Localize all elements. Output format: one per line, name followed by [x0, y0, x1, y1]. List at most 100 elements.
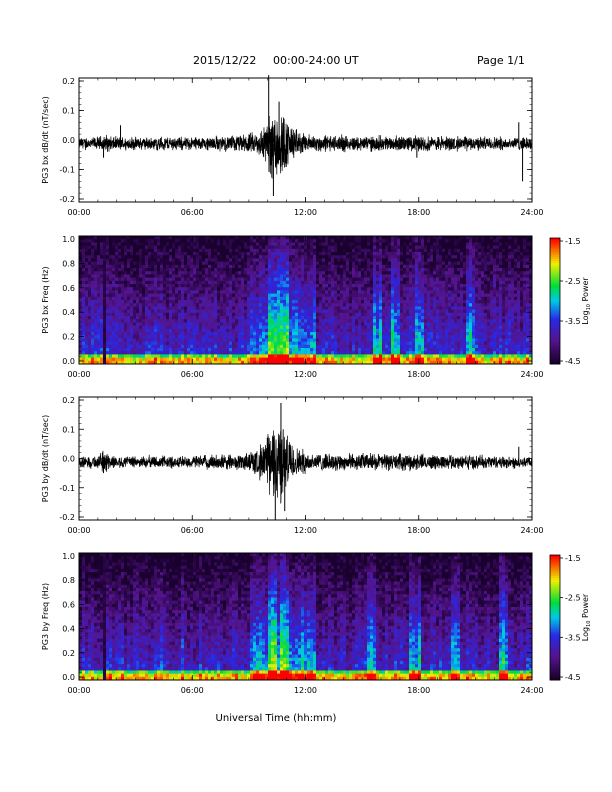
spectrogram-cell	[367, 357, 371, 362]
spectrogram-cell	[430, 335, 434, 339]
spectrogram-cell	[265, 328, 269, 333]
spectrogram-cell	[280, 252, 284, 256]
spectrogram-cell	[409, 338, 413, 342]
spectrogram-cell	[298, 242, 302, 246]
spectrogram-cell	[214, 351, 218, 355]
spectrogram-cell	[361, 338, 365, 342]
spectrogram-cell	[151, 248, 155, 253]
spectrogram-cell	[280, 303, 284, 307]
spectrogram-cell	[301, 335, 305, 339]
spectrogram-cell	[328, 351, 332, 355]
spectrogram-cell	[85, 258, 89, 262]
spectrogram-cell	[181, 280, 185, 285]
spectrogram-cell	[91, 316, 95, 320]
spectrogram-cell	[442, 255, 446, 259]
spectrogram-cell	[205, 354, 209, 358]
spectrogram-cell	[175, 274, 179, 278]
spectrogram-cell	[352, 271, 356, 275]
spectrogram-cell	[220, 255, 224, 259]
spectrogram-cell	[178, 239, 182, 243]
spectrogram-cell	[157, 354, 161, 358]
spectrogram-cell	[160, 284, 164, 288]
spectrogram-cell	[424, 360, 428, 365]
spectrogram-cell	[274, 236, 278, 240]
spectrogram-cell	[292, 271, 296, 275]
spectrogram-cell	[112, 344, 116, 349]
spectrogram-cell	[142, 264, 146, 269]
spectrogram-cell	[388, 264, 392, 269]
spectrogram-cell	[259, 248, 263, 253]
spectrogram-cell	[274, 274, 278, 278]
spectrogram-cell	[85, 277, 89, 282]
spectrogram-cell	[232, 351, 236, 355]
spectrogram-cell	[244, 325, 248, 330]
spectrogram-cell	[280, 335, 284, 339]
spectrogram-cell	[142, 338, 146, 342]
spectrogram-cell	[436, 264, 440, 269]
spectrogram-cell	[136, 309, 140, 314]
spectrogram-cell	[256, 312, 260, 317]
spectrogram-cell	[184, 316, 188, 320]
spectrogram-cell	[271, 351, 275, 355]
spectrogram-cell	[259, 236, 263, 240]
spectrogram-cell	[262, 354, 266, 358]
spectrogram-cell	[88, 280, 92, 285]
spectrogram-cell	[301, 245, 305, 250]
spectrogram-cell	[409, 335, 413, 339]
spectrogram-cell	[328, 271, 332, 275]
spectrogram-cell	[136, 351, 140, 355]
spectrogram-cell	[379, 248, 383, 253]
spectrogram-cell	[220, 325, 224, 330]
spectrogram-cell	[298, 255, 302, 259]
spectrogram-cell	[166, 274, 170, 278]
spectrogram-cell	[184, 258, 188, 262]
spectrogram-cell	[208, 255, 212, 259]
spectrogram-cell	[343, 287, 347, 291]
spectrogram-cell	[178, 335, 182, 339]
spectrogram-cell	[418, 316, 422, 320]
spectrogram-cell	[367, 271, 371, 275]
spectrogram-cell	[112, 335, 116, 339]
spectrogram-cell	[274, 348, 278, 352]
spectrogram-cell	[118, 354, 122, 358]
spectrogram-cell	[304, 277, 308, 282]
spectrogram-cell	[268, 264, 272, 269]
spectrogram-cell	[331, 300, 335, 304]
spectrogram-cell	[172, 248, 176, 253]
spectrogram-cell	[139, 268, 143, 272]
spectrogram-cell	[307, 255, 311, 259]
spectrogram-cell	[241, 252, 245, 256]
spectrogram-cell	[346, 274, 350, 278]
spectrogram-cell	[94, 296, 98, 301]
spectrogram-cell	[253, 325, 257, 330]
spectrogram-cell	[142, 284, 146, 288]
spectrogram-cell	[100, 245, 104, 250]
spectrogram-cell	[364, 268, 368, 272]
spectrogram-cell	[244, 303, 248, 307]
spectrogram-cell	[145, 325, 149, 330]
spectrogram-cell	[97, 296, 101, 301]
spectrogram-cell	[148, 332, 152, 336]
spectrogram-cell	[124, 303, 128, 307]
spectrogram-cell	[94, 325, 98, 330]
spectrogram-cell	[328, 328, 332, 333]
spectrogram-cell	[259, 360, 263, 365]
spectrogram-cell	[169, 293, 173, 298]
spectrogram-cell	[319, 236, 323, 240]
spectrogram-cell	[382, 351, 386, 355]
spectrogram-cell	[85, 284, 89, 288]
spectrogram-cell	[268, 328, 272, 333]
spectrogram-cell	[217, 280, 221, 285]
spectrogram-cell	[184, 274, 188, 278]
spectrogram-cell	[412, 344, 416, 349]
spectrogram-cell	[316, 303, 320, 307]
spectrogram-cell	[283, 360, 287, 365]
spectrogram-cell	[130, 268, 134, 272]
spectrogram-cell	[367, 316, 371, 320]
spectrogram-cell	[310, 258, 314, 262]
spectrogram-cell	[250, 300, 254, 304]
spectrogram-cell	[85, 287, 89, 291]
spectrogram-cell	[247, 322, 251, 326]
spectrogram-cell	[316, 284, 320, 288]
spectrogram-cell	[184, 332, 188, 336]
